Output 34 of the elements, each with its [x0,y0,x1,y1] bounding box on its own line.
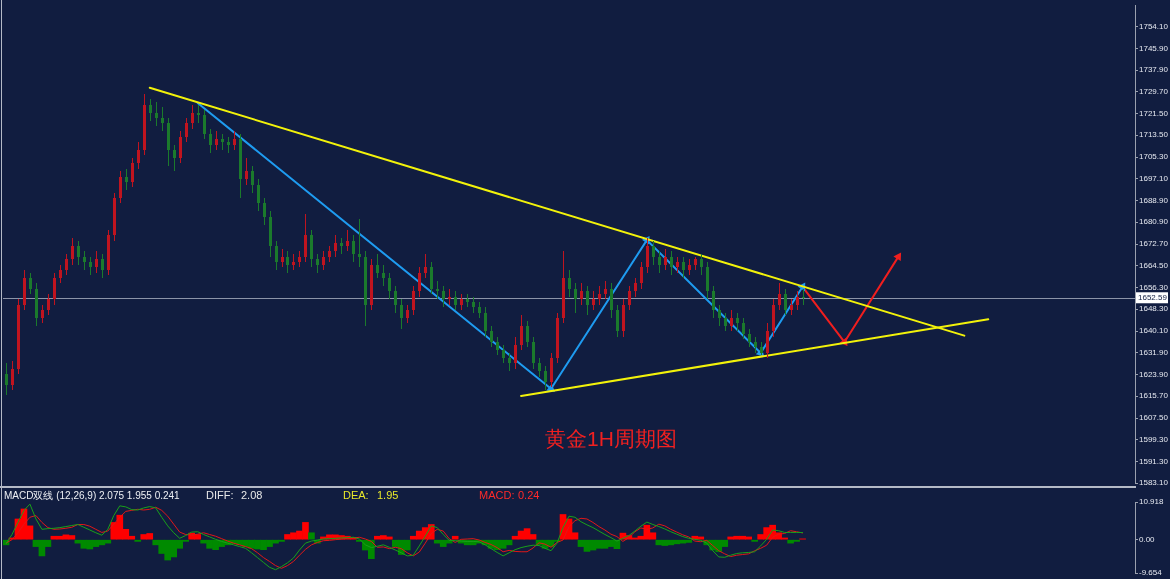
y-tick-label: 10.918 [1139,497,1165,507]
chart-title: MACD双线 (12,26,9) 2.075 1.955 0.241 [4,490,180,501]
y-tick-label: 1631.90 [1139,348,1169,358]
text: 0.24 [518,489,540,502]
y-tick-label: 1729.70 [1139,87,1169,97]
text: DEA: [343,489,369,502]
y-tick-label: -9.654 [1139,568,1163,578]
y-tick-label: 1680.90 [1139,217,1169,227]
y-tick-label: 1583.10 [1139,478,1169,488]
y-tick-label: 1688.90 [1139,196,1169,206]
text: DIFF: [206,489,234,502]
y-tick-label: 1721.50 [1139,109,1169,119]
y-tick-label: 1705.30 [1139,152,1169,162]
text: 1.95 [377,489,399,502]
y-tick-label: 0.00 [1139,534,1156,544]
text: 黄金1H周期图 [545,427,677,451]
text: 2.08 [241,489,263,502]
y-tick-label: 1672.70 [1139,239,1169,249]
y-tick-label: 1599.30 [1139,435,1169,445]
text: MACD: [479,489,515,502]
y-tick-label: 1664.50 [1139,261,1169,271]
y-tick-label: 1640.10 [1139,326,1169,336]
y-tick-label: 1623.90 [1139,369,1169,379]
y-tick-label: 1737.90 [1139,65,1169,75]
y-tick-label: 1697.10 [1139,174,1169,184]
y-tick-label: 1648.30 [1139,304,1169,314]
y-tick-label: 1607.50 [1139,413,1169,423]
y-tick-label: 1591.30 [1139,456,1169,466]
y-tick-label: 1754.10 [1139,22,1169,32]
y-tick-label: 1656.30 [1139,283,1169,293]
y-tick-label: 1615.70 [1139,391,1169,401]
y-tick-label: 1713.50 [1139,130,1169,140]
y-tick-label: 1745.90 [1139,43,1169,53]
ref-line-label: 1652.59 [1138,293,1168,303]
